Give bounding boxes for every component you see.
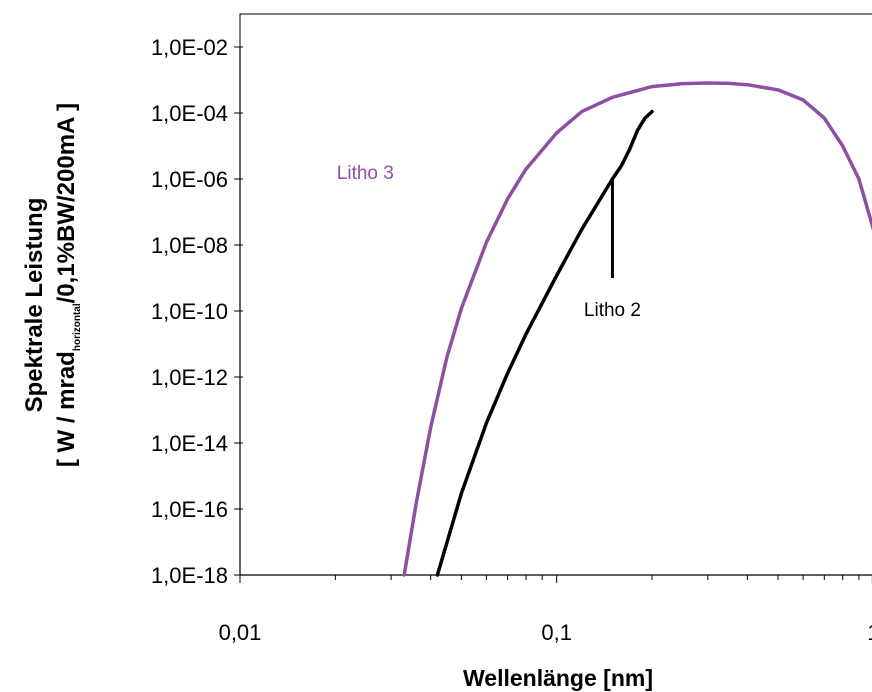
y-tick-label: 1,0E-10: [151, 299, 228, 324]
plot-area-frame: [239, 13, 872, 576]
y-tick-label: 1,0E-08: [151, 233, 228, 258]
y-tick-label: 1,0E-14: [151, 431, 228, 456]
series-line-litho-3: [402, 81, 872, 577]
series-label-litho-2: Litho 2: [584, 300, 641, 321]
y-axis-title-line1: Spektrale Leistung: [21, 198, 48, 413]
annotation-layer: Litho 3 Litho 2: [337, 163, 641, 321]
x-tick-label: 1: [867, 620, 872, 645]
y-axis-title-line2: [ W / mradhorizontal/0,1%BW/200mA ]: [53, 103, 83, 467]
y-tick-label: 1,0E-12: [151, 365, 228, 390]
y-axis-title-unit-prefix: [ W / mrad: [53, 351, 80, 467]
y-tick-label: 1,0E-18: [151, 563, 228, 588]
y-tick-label: 1,0E-16: [151, 497, 228, 522]
y-tick-label: 1,0E-04: [151, 101, 228, 126]
series-layer: [402, 81, 872, 577]
x-tick-label: 0,01: [219, 620, 262, 645]
y-axis-title-unit-subscript: horizontal: [72, 303, 83, 351]
x-tick-label: 0,1: [541, 620, 572, 645]
series-label-litho-3: Litho 3: [337, 163, 394, 184]
series-line-litho-2: [435, 109, 654, 577]
y-axis-title-unit-suffix: /0,1%BW/200mA ]: [53, 103, 80, 304]
y-tick-label: 1,0E-06: [151, 167, 228, 192]
y-tick-label: 1,0E-02: [151, 35, 228, 60]
x-axis-title: Wellenlänge [nm]: [463, 665, 653, 691]
x-axis: 0,01 0,1 1: [219, 574, 872, 645]
y-axis: 1,0E-02 1,0E-04 1,0E-06 1,0E-08 1,0E-10 1,0E-…: [151, 35, 243, 588]
y-axis-title: Spektrale Leistung [ W / mradhorizontal/…: [21, 103, 83, 467]
